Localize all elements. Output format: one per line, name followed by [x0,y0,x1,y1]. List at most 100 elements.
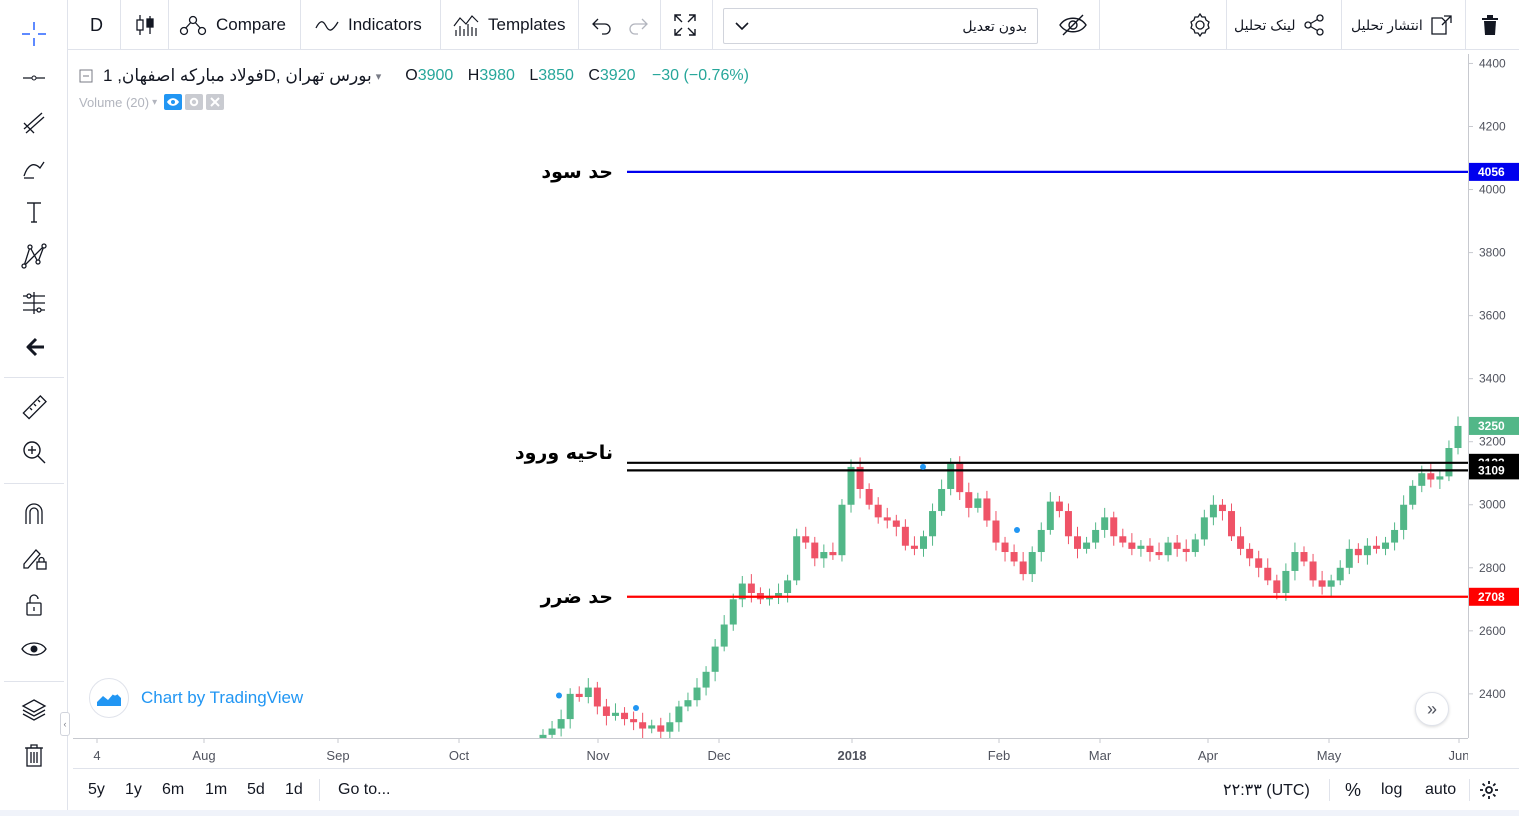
candle-body[interactable] [793,536,801,581]
candle-body[interactable] [1418,473,1426,486]
settings-icon[interactable] [1186,0,1214,50]
candle-body[interactable] [539,734,547,738]
candle-body[interactable] [1291,552,1299,571]
horizontal-line-icon[interactable] [14,58,54,98]
candle-body[interactable] [919,536,927,549]
candle-body[interactable] [1019,561,1027,575]
candle-body[interactable] [947,463,955,489]
undo-icon[interactable] [590,0,614,50]
zoom-icon[interactable] [14,432,54,472]
candle-body[interactable] [938,488,946,512]
magnet-icon[interactable] [14,494,54,534]
candle-body[interactable] [1028,552,1036,575]
candle-body[interactable] [702,671,710,688]
volume-settings-icon[interactable] [185,94,204,110]
symbol-menu-icon[interactable]: ▾ [375,70,382,83]
candle-body[interactable] [910,545,918,549]
time-scale[interactable]: 4 Aug Sep Oct Nov Dec 2018 Feb Mar Apr May Jun [73,738,1469,768]
price-scale[interactable]: 2400 2600 2800 3000 3200 3400 3600 3800 4000 4200… [1468,54,1519,738]
candle-body[interactable] [1345,548,1353,568]
candle-body[interactable] [856,466,864,489]
candle-body[interactable] [1164,542,1172,556]
price-chart[interactable]: حد سود ناحیه ورود حد ضرر [73,54,1468,738]
pattern-icon[interactable] [14,236,54,276]
candle-body[interactable] [992,520,1000,543]
lock-drawing-icon[interactable] [14,538,54,578]
candle-body[interactable] [1382,542,1390,549]
candle-body[interactable] [1173,542,1181,549]
candle-body[interactable] [566,693,574,720]
candle-body[interactable] [684,700,692,707]
candle-body[interactable] [1363,545,1371,556]
candle-body[interactable] [1273,580,1281,594]
candle-body[interactable] [711,646,719,672]
candle-body[interactable] [1218,504,1226,512]
publish-analysis-button[interactable]: انتشار تحلیل [1351,0,1453,50]
range-1m[interactable]: 1m [205,781,228,798]
volume-visibility-icon[interactable] [164,94,183,110]
candle-body[interactable] [738,583,746,600]
candle-body[interactable] [1336,567,1344,581]
candle-body[interactable] [1119,536,1127,543]
candle-body[interactable] [775,593,783,597]
goto-button[interactable]: Go to... [338,781,391,798]
candle-body[interactable] [666,722,674,732]
unlock-icon[interactable] [14,584,54,624]
candle-body[interactable] [1055,501,1063,512]
link-analysis-button[interactable]: لینک تحلیل [1234,0,1326,50]
candle-body[interactable] [802,536,810,543]
candle-body[interactable] [1209,504,1217,518]
candle-body[interactable] [1037,529,1045,553]
candle-body[interactable] [901,526,909,546]
candle-body[interactable] [1128,542,1136,549]
candle-body[interactable] [1454,425,1462,449]
trend-lines-icon[interactable] [14,103,54,143]
candle-body[interactable] [1101,517,1109,530]
event-marker[interactable] [556,692,562,699]
candle-body[interactable] [829,552,837,556]
candle-body[interactable] [1237,536,1245,549]
brush-icon[interactable] [14,148,54,188]
event-marker[interactable] [1014,526,1020,533]
fullscreen-icon[interactable] [672,0,698,50]
candle-body[interactable] [1182,548,1190,553]
candle-body[interactable] [1146,545,1154,553]
candle-body[interactable] [548,728,556,735]
candle-body[interactable] [929,511,937,537]
candle-body[interactable] [729,599,737,625]
hide-drawings-icon[interactable] [1058,0,1088,50]
back-arrow-icon[interactable] [14,327,54,367]
collapse-legend-icon[interactable] [79,69,93,83]
axis-settings-icon[interactable] [1479,769,1499,811]
layers-icon[interactable] [14,690,54,730]
candles-icon[interactable] [132,0,158,50]
trash-icon[interactable] [14,735,54,775]
candle-body[interactable] [956,463,964,493]
candle-body[interactable] [847,466,855,505]
candle-body[interactable] [1010,552,1018,562]
candle-body[interactable] [1155,552,1163,556]
tradingview-watermark[interactable]: Chart by TradingView [89,678,303,718]
candle-body[interactable] [693,687,701,701]
candle-body[interactable] [1372,545,1380,549]
candle-body[interactable] [1354,548,1362,556]
candle-body[interactable] [883,517,891,521]
candle-body[interactable] [865,488,873,505]
delete-icon[interactable] [1478,0,1502,50]
event-marker[interactable] [633,705,639,712]
collapse-toolbar-button[interactable]: ‹ [60,712,70,736]
indicators-button[interactable]: Indicators [314,0,422,50]
candle-body[interactable] [593,687,601,707]
candle-body[interactable] [621,712,629,720]
candle-body[interactable] [1436,476,1444,480]
candle-body[interactable] [1391,529,1399,543]
range-5y[interactable]: 5y [88,781,105,798]
candle-body[interactable] [1092,529,1100,543]
candle-body[interactable] [1400,504,1408,530]
candle-body[interactable] [1246,548,1254,559]
compare-button[interactable]: Compare [178,0,286,50]
candle-body[interactable] [1001,542,1009,553]
candle-body[interactable] [1264,567,1272,581]
candle-body[interactable] [1282,570,1290,594]
candle-body[interactable] [1255,558,1263,568]
